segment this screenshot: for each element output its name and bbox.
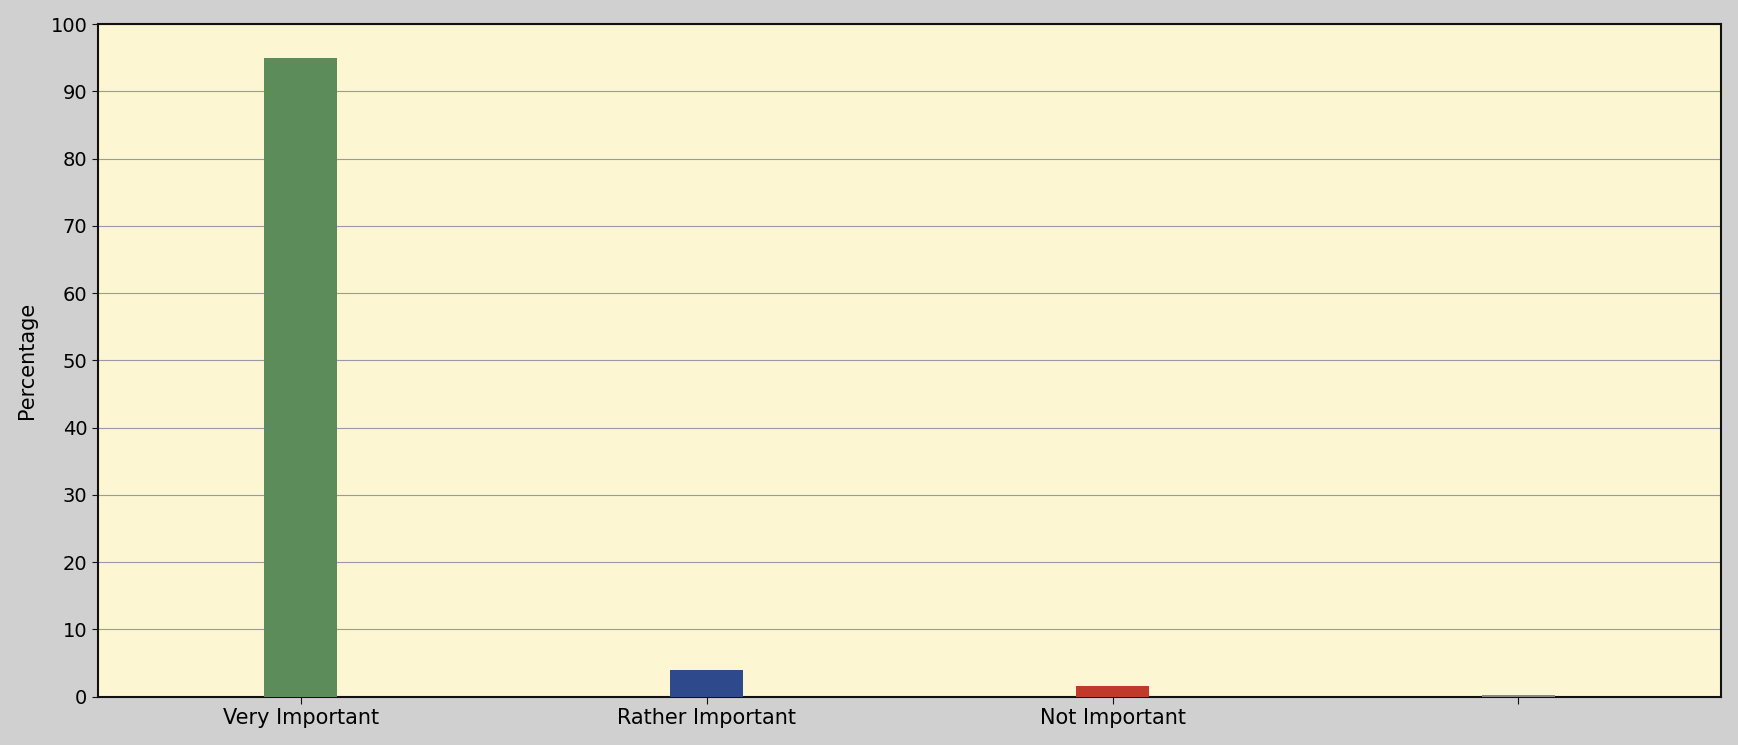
Bar [1076, 686, 1149, 697]
Bar [264, 58, 337, 697]
Bar [671, 670, 744, 697]
Bar [1483, 694, 1556, 697]
Y-axis label: Percentage: Percentage [17, 302, 36, 419]
